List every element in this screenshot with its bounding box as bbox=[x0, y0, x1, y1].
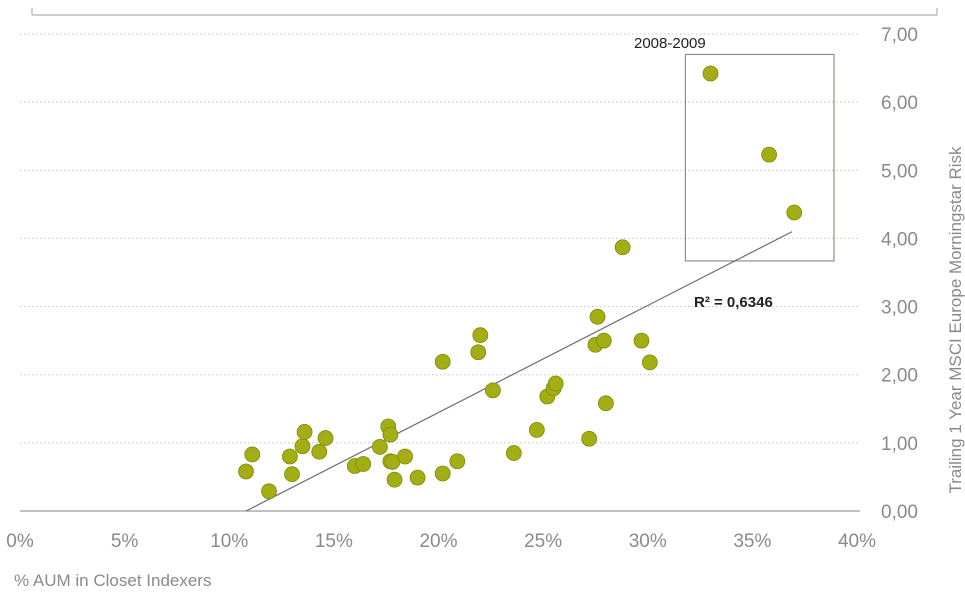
data-point bbox=[761, 146, 778, 163]
x-tick-label: 25% bbox=[524, 531, 562, 552]
y-tick-label: 7,00 bbox=[881, 25, 918, 46]
data-point bbox=[311, 443, 328, 460]
x-tick-label: 10% bbox=[210, 531, 248, 552]
data-point bbox=[581, 430, 598, 447]
data-point bbox=[409, 469, 426, 486]
data-point bbox=[786, 204, 803, 221]
trendline bbox=[245, 231, 793, 512]
data-point bbox=[633, 332, 650, 349]
data-point bbox=[472, 327, 489, 344]
x-tick-label: 35% bbox=[733, 531, 771, 552]
y-tick-label: 0,00 bbox=[881, 502, 918, 523]
data-point bbox=[355, 456, 372, 472]
data-point bbox=[547, 375, 564, 392]
x-tick-labels: 0% 5% 10% 15% 20% 25% 30% 35% 40% bbox=[6, 531, 876, 552]
y-tick-label: 6,00 bbox=[881, 93, 918, 114]
y-tick-label: 4,00 bbox=[881, 229, 918, 250]
y-tick-label: 1,00 bbox=[881, 434, 918, 455]
data-point bbox=[589, 308, 606, 325]
data-point bbox=[485, 382, 501, 399]
data-point bbox=[261, 483, 277, 500]
data-point bbox=[449, 453, 466, 470]
data-point bbox=[386, 471, 403, 488]
y-tick-labels: 0,00 1,00 2,00 3,00 4,00 5,00 6,00 7,00 bbox=[881, 25, 918, 523]
data-point bbox=[614, 239, 631, 256]
data-point bbox=[702, 65, 719, 82]
data-point bbox=[282, 448, 298, 465]
x-tick-label: 15% bbox=[315, 531, 353, 552]
y-tick-label: 2,00 bbox=[881, 366, 918, 387]
data-point bbox=[434, 465, 451, 482]
data-point bbox=[244, 446, 261, 463]
x-axis-label: % AUM in Closet Indexers bbox=[14, 571, 211, 590]
y-axis-label: Trailing 1 Year MSCI Europe Morningstar … bbox=[946, 146, 965, 494]
y-tick-label: 3,00 bbox=[881, 298, 918, 319]
r-squared-label: R² = 0,6346 bbox=[694, 294, 773, 311]
data-point bbox=[382, 426, 399, 443]
data-point bbox=[434, 353, 451, 370]
x-tick-label: 30% bbox=[629, 531, 667, 552]
highlight-box bbox=[684, 53, 835, 262]
data-point bbox=[372, 439, 388, 455]
data-point bbox=[528, 422, 545, 438]
annotation-label: 2008-2009 bbox=[634, 35, 706, 52]
data-point bbox=[598, 395, 614, 412]
x-tick-label: 20% bbox=[419, 531, 457, 552]
grid-lines bbox=[20, 33, 860, 512]
y-tick-label: 5,00 bbox=[881, 161, 918, 182]
data-point bbox=[470, 344, 487, 361]
data-points bbox=[238, 65, 803, 500]
data-point bbox=[317, 430, 334, 446]
x-tick-label: 40% bbox=[838, 531, 876, 552]
trendline-group bbox=[245, 231, 793, 512]
data-point bbox=[397, 448, 413, 465]
annotation-group: 2008-2009 bbox=[634, 35, 835, 262]
data-point bbox=[595, 332, 612, 349]
data-point bbox=[505, 445, 522, 461]
data-point bbox=[238, 463, 254, 480]
data-point bbox=[296, 424, 313, 440]
x-tick-label: 5% bbox=[111, 531, 139, 552]
data-point bbox=[294, 438, 311, 455]
data-point bbox=[641, 354, 658, 371]
data-point bbox=[284, 466, 300, 483]
x-tick-label: 0% bbox=[6, 531, 34, 552]
